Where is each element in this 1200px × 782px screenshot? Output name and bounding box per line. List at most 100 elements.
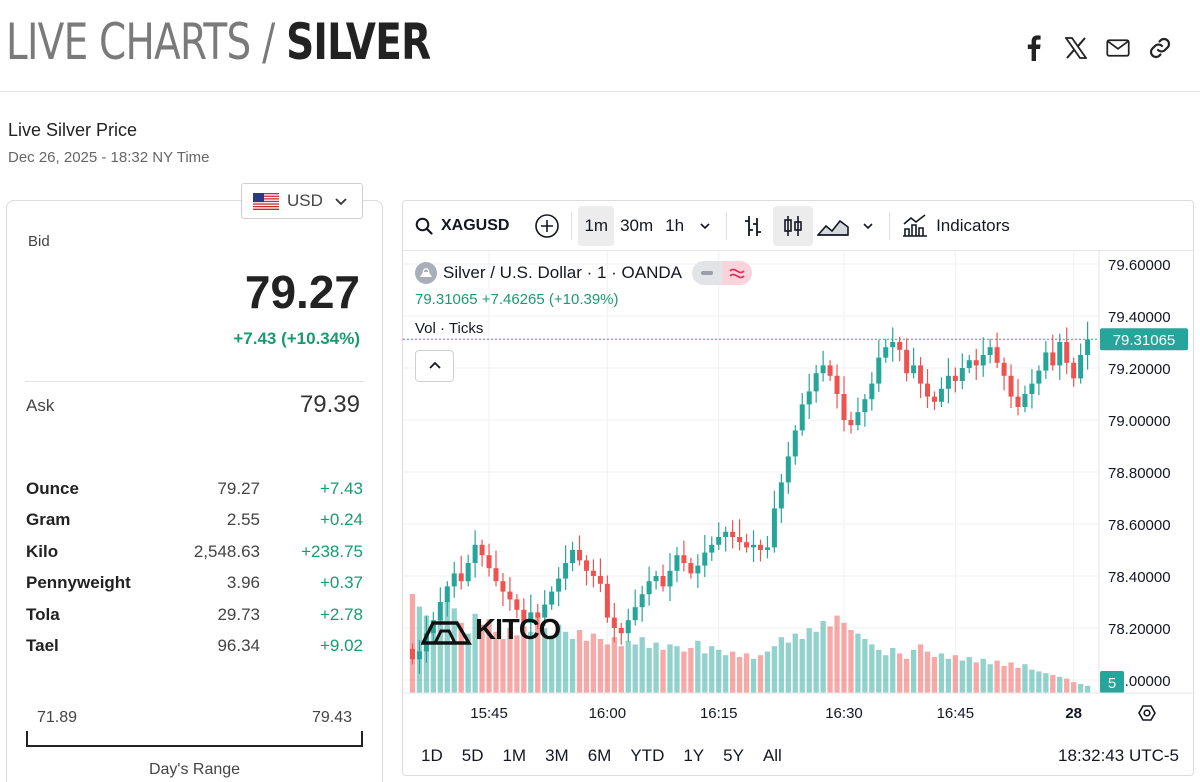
candle-body [945, 375, 951, 389]
candle-body [883, 347, 889, 358]
range-1d-button[interactable]: 1D [421, 746, 443, 765]
area-chart-type-button[interactable] [813, 206, 853, 246]
candle-body [444, 586, 450, 602]
y-tick-label: 79.00000 [1108, 413, 1171, 430]
candle-body [876, 357, 882, 384]
range-5y-button[interactable]: 5Y [723, 746, 744, 765]
gold-bar-logo-icon [421, 620, 473, 645]
x-tick-label: 15:45 [470, 705, 508, 722]
email-icon[interactable] [1106, 34, 1130, 62]
candle-body [904, 349, 910, 374]
chevron-down-icon [335, 198, 347, 206]
interval-1h-button[interactable]: 1h [665, 215, 685, 235]
symbol-search[interactable]: XAGUSD [415, 208, 509, 244]
volume-bar [973, 662, 979, 693]
range-1y-button[interactable]: 1Y [683, 746, 705, 765]
settings-gear-icon[interactable] [1138, 705, 1156, 721]
unit-name: Kilo [26, 541, 59, 561]
chart-clock[interactable]: 18:32:43 UTC-5 [1058, 746, 1179, 765]
range-ytd-button[interactable]: YTD [630, 746, 665, 765]
range-6m-button[interactable]: 6M [587, 746, 612, 765]
volume-bar [521, 626, 527, 693]
volume-bar [799, 639, 805, 693]
range-1m-button[interactable]: 1M [502, 746, 527, 765]
link-icon[interactable] [1148, 34, 1172, 62]
unit-row-ounce: Ounce 79.27 +7.43 [26, 473, 363, 505]
volume-bar [444, 599, 450, 693]
candle-body [994, 347, 1000, 363]
bar-chart-type-button[interactable] [733, 206, 773, 246]
kitco-logo-text: KITCO [475, 614, 561, 646]
volume-bar [855, 633, 861, 693]
candle-body [563, 563, 569, 579]
chevron-down-icon [700, 222, 710, 229]
candle-body [716, 537, 722, 545]
range-5d-button[interactable]: 5D [461, 746, 484, 765]
unit-row-tola: Tola 29.73 +2.78 [26, 599, 363, 631]
live-price-heading: Live Silver Price [8, 120, 138, 140]
candle-chart-type-button[interactable] [773, 205, 814, 246]
chevron-down-icon [863, 222, 873, 229]
currency-select[interactable]: USD [241, 183, 363, 219]
volume-bar [493, 631, 499, 693]
date-range-bar: 1D 5D 1M 3M 6M YTD 1Y 5Y All 18:32:43 UT… [403, 735, 1193, 775]
candle-body [764, 547, 770, 550]
candle-body [757, 544, 763, 550]
collapse-legend-button[interactable] [415, 350, 454, 382]
x-icon[interactable] [1064, 34, 1088, 62]
candle-body [618, 628, 624, 634]
last-price-badge [1100, 328, 1188, 351]
candle-body [702, 552, 708, 566]
candle-body [1057, 342, 1063, 366]
volume-bar [1043, 673, 1049, 693]
unit-row-tael: Tael 96.34 +9.02 [26, 631, 363, 663]
volume-bar [841, 622, 847, 693]
live-price-timestamp: Dec 26, 2025 - 18:32 NY Time [8, 149, 210, 166]
indicators-icon [903, 213, 928, 237]
candle-body [778, 482, 784, 509]
compare-symbol-button[interactable] [529, 208, 565, 244]
unit-price: 3.96 [226, 573, 260, 593]
us-flag-icon [253, 192, 279, 210]
range-3m-button[interactable]: 3M [545, 746, 569, 765]
volume-bar [1036, 671, 1042, 693]
candle-body [771, 508, 777, 548]
facebook-icon[interactable] [1022, 34, 1046, 62]
volume-bar [576, 630, 583, 693]
unit-row-kilo: Kilo 2,548.63 +238.75 [26, 536, 363, 568]
volume-bar [813, 631, 819, 693]
volume-bar [1001, 666, 1007, 693]
unit-row-gram: Gram 2.55 +0.24 [26, 505, 363, 537]
interval-dropdown-button[interactable] [690, 206, 720, 246]
breadcrumb-live-charts[interactable]: LIVE CHARTS [6, 13, 251, 71]
candle-body [1071, 362, 1077, 379]
range-all-button[interactable]: All [762, 746, 782, 765]
volume-bar [555, 624, 562, 693]
delayed-data-icon [722, 261, 752, 285]
candle-body [841, 394, 847, 420]
candle-body [862, 399, 868, 413]
volume-bar [479, 624, 485, 693]
volume-bar [945, 658, 952, 693]
volume-bar [897, 653, 903, 693]
volume-bar [820, 621, 826, 693]
interval-1m-button[interactable]: 1m [578, 205, 615, 246]
volume-bar [1022, 664, 1028, 693]
candle-body [966, 360, 972, 368]
volume-bar [653, 642, 659, 693]
candle-body [528, 612, 534, 623]
candle-body [409, 648, 415, 660]
indicators-button[interactable]: Indicators [902, 213, 1010, 238]
candle-body [472, 544, 478, 563]
interval-30m-button[interactable]: 30m [620, 215, 654, 235]
candle-body [1043, 352, 1049, 371]
volume-bar [437, 619, 443, 693]
candle-body [751, 544, 757, 548]
volume-bar [883, 655, 889, 693]
price-chart[interactable]: 79.60000 79.40000 79.20000 79.00000 78.80000… [403, 251, 1193, 735]
candle-body [500, 581, 506, 592]
x-tick-label: 16:15 [700, 705, 738, 722]
chart-type-dropdown-button[interactable] [853, 206, 883, 246]
indicators-label: Indicators [936, 215, 1010, 235]
bid-value: 79.27 [244, 266, 360, 318]
